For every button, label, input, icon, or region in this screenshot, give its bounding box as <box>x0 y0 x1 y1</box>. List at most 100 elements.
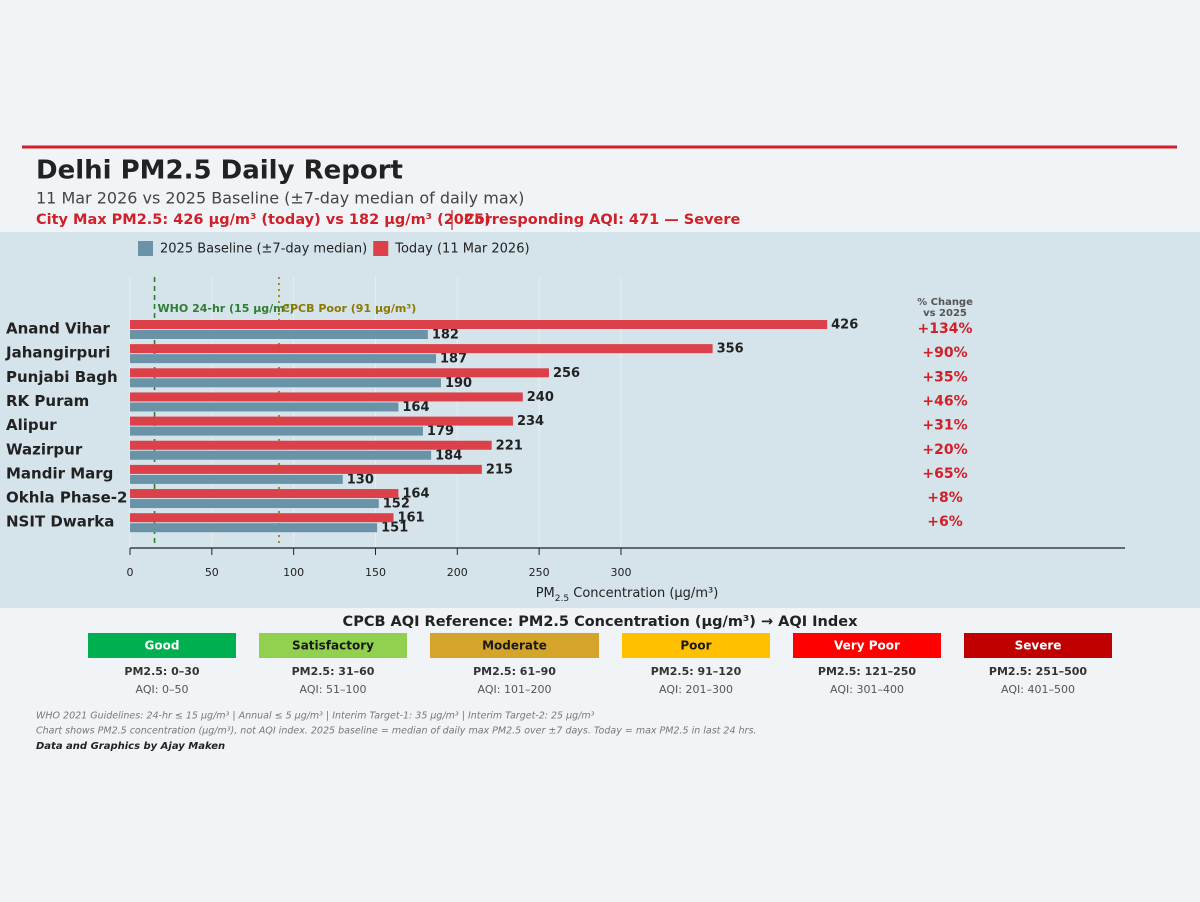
aqi-pm: PM2.5: 91–120 <box>651 665 742 678</box>
bar <box>130 344 713 354</box>
value-label: 240 <box>527 390 554 405</box>
subtitle: 11 Mar 2026 vs 2025 Baseline (±7-day med… <box>36 189 524 208</box>
bar <box>130 440 492 450</box>
value-label: 426 <box>831 318 858 333</box>
pct-change: +6% <box>927 514 963 530</box>
aqi-band <box>793 633 941 658</box>
aqi-range: AQI: 301–400 <box>830 683 904 696</box>
bar <box>130 450 432 460</box>
value-label: 356 <box>717 342 744 357</box>
category-label: Wazirpur <box>6 440 83 458</box>
aqi-range: AQI: 0–50 <box>136 683 189 696</box>
bar <box>130 513 394 523</box>
bar <box>130 320 828 329</box>
pct-change: +90% <box>922 345 967 361</box>
x-axis-label-part: Concentration (µg/m³) <box>569 586 718 601</box>
x-tick-label: 100 <box>283 566 304 579</box>
footnote: WHO 2021 Guidelines: 24-hr ≤ 15 µg/m³ | … <box>36 711 595 722</box>
reference-label: WHO 24-hr (15 µg/m³) <box>158 302 295 315</box>
value-label: 187 <box>440 352 467 367</box>
x-tick-label: 300 <box>610 566 631 579</box>
pct-change: +65% <box>922 466 967 482</box>
category-label: Alipur <box>6 416 57 434</box>
aqi-band-name: Severe <box>1015 639 1062 653</box>
bar <box>130 368 549 378</box>
pct-change: +35% <box>922 369 967 385</box>
pct-change: +20% <box>922 442 967 458</box>
bar <box>130 392 523 402</box>
pct-change: +8% <box>927 490 963 506</box>
legend-swatch <box>373 241 389 256</box>
aqi-range: AQI: 201–300 <box>659 683 733 696</box>
category-label: RK Puram <box>6 392 89 410</box>
value-label: 234 <box>517 414 544 429</box>
aqi-pm: PM2.5: 121–250 <box>818 665 916 678</box>
aqi-pm: PM2.5: 61–90 <box>473 665 556 678</box>
value-label: 256 <box>553 366 580 381</box>
value-label: 152 <box>383 497 410 512</box>
category-label: Punjabi Bagh <box>6 368 118 386</box>
aqi-band-name: Satisfactory <box>292 639 374 653</box>
value-label: 215 <box>486 462 513 477</box>
bar <box>130 499 379 509</box>
value-label: 161 <box>397 511 424 526</box>
aqi-band <box>430 633 599 658</box>
bar <box>130 489 399 499</box>
value-label: 130 <box>347 472 374 487</box>
aqi-pm: PM2.5: 0–30 <box>124 665 200 678</box>
bar <box>130 426 423 436</box>
x-tick-label: 150 <box>365 566 386 579</box>
pct-change: +46% <box>922 393 967 409</box>
value-label: 221 <box>496 438 523 453</box>
bar <box>130 416 513 426</box>
bar <box>130 474 343 484</box>
aqi-band-name: Moderate <box>482 639 547 653</box>
bar <box>130 402 399 412</box>
aqi-band-name: Very Poor <box>834 639 900 653</box>
value-label: 164 <box>402 487 429 502</box>
bar <box>130 354 437 364</box>
aqi-band <box>259 633 407 658</box>
legend-swatch <box>138 241 153 256</box>
legend-label: Today (11 Mar 2026) <box>394 242 529 257</box>
aqi-pm: PM2.5: 251–500 <box>989 665 1087 678</box>
pct-header: vs 2025 <box>923 308 967 319</box>
value-label: 151 <box>381 521 408 536</box>
x-tick-label: 250 <box>529 566 550 579</box>
pct-change: +134% <box>918 321 973 337</box>
pct-header: % Change <box>917 297 973 308</box>
reference-label: CPCB Poor (91 µg/m³) <box>282 302 416 315</box>
value-label: 190 <box>445 376 472 391</box>
x-tick-label: 50 <box>205 566 219 579</box>
x-tick-label: 0 <box>127 566 134 579</box>
value-label: 164 <box>402 400 429 415</box>
aqi-range: AQI: 51–100 <box>300 683 367 696</box>
credit: Data and Graphics by Ajay Maken <box>36 741 225 752</box>
aqi-band <box>622 633 770 658</box>
aqi-band-name: Good <box>145 639 180 653</box>
category-label: Anand Vihar <box>6 320 110 338</box>
bar <box>130 330 428 339</box>
x-tick-label: 200 <box>447 566 468 579</box>
aqi-band-name: Poor <box>680 639 711 653</box>
footnote: Chart shows PM2.5 concentration (µg/m³),… <box>36 726 756 737</box>
legend-label: 2025 Baseline (±7-day median) <box>160 242 367 257</box>
headline: Corresponding AQI: 471 — Severe <box>464 212 741 228</box>
value-label: 179 <box>427 424 454 439</box>
category-label: Okhla Phase-2 <box>6 489 127 507</box>
aqi-band <box>88 633 236 658</box>
aqi-pm: PM2.5: 31–60 <box>292 665 375 678</box>
aqi-range: AQI: 401–500 <box>1001 683 1075 696</box>
title: Delhi PM2.5 Daily Report <box>36 156 403 186</box>
headline: City Max PM2.5: 426 µg/m³ (today) vs 182… <box>36 212 491 228</box>
pct-change: +31% <box>922 418 967 434</box>
aqi-band <box>964 633 1112 658</box>
value-label: 182 <box>432 328 459 343</box>
category-label: Mandir Marg <box>6 464 113 482</box>
category-label: NSIT Dwarka <box>6 513 114 531</box>
category-label: Jahangirpuri <box>5 344 110 362</box>
aqi-title: CPCB AQI Reference: PM2.5 Concentration … <box>343 614 859 630</box>
x-axis-label: PM2.5 Concentration (µg/m³) <box>536 586 719 604</box>
bar <box>130 464 482 474</box>
